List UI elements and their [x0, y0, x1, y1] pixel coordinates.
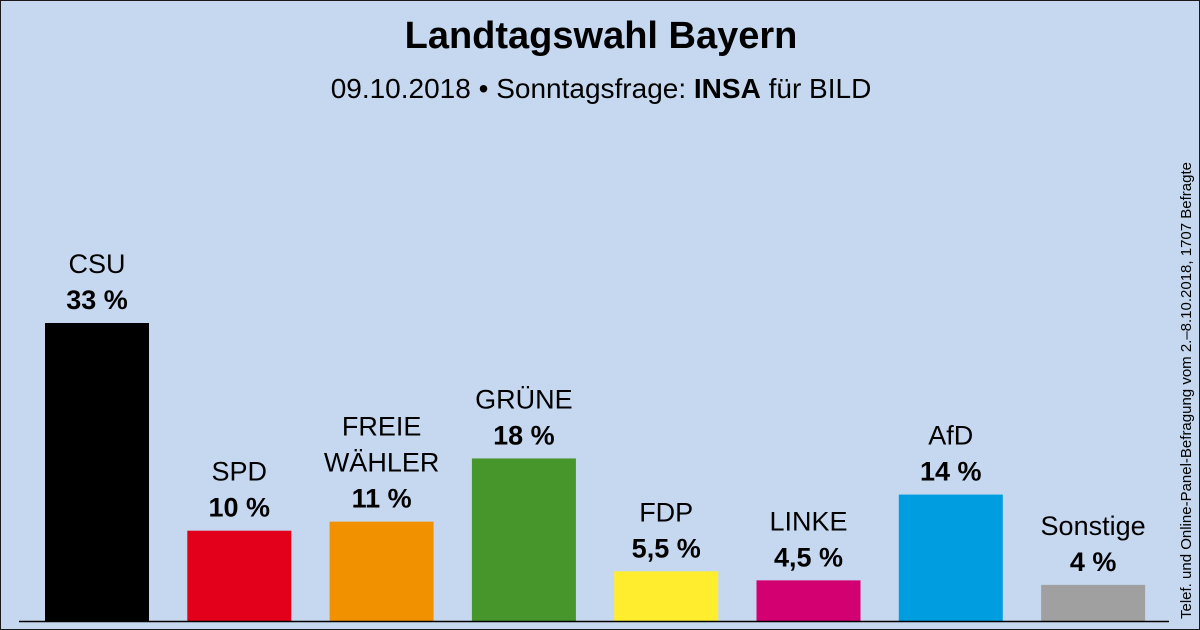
value-label-fdp: 5,5 % — [632, 533, 701, 563]
category-label-linke: LINKE — [769, 506, 847, 536]
value-label-afd: 14 % — [920, 457, 982, 487]
chart-subtitle: 09.10.2018 • Sonntagsfrage: INSA für BIL… — [1, 73, 1199, 105]
category-label-grüne: GRÜNE — [475, 384, 573, 414]
poll-client: für BILD — [768, 73, 872, 104]
value-label-sonstige: 4 % — [1070, 547, 1117, 577]
category-label-sonstige: Sonstige — [1041, 511, 1146, 541]
bar-afd — [898, 494, 1003, 621]
value-label-spd: 10 % — [209, 493, 271, 523]
poll-institute: INSA — [693, 73, 761, 104]
bar-spd — [187, 530, 292, 621]
value-label-linke: 4,5 % — [774, 542, 843, 572]
category-label-freie-wähler: FREIE — [342, 412, 422, 442]
subtitle-separator: • — [478, 73, 489, 104]
bar-csu — [45, 323, 149, 621]
category-label-spd: SPD — [212, 457, 268, 487]
value-label-grüne: 18 % — [493, 420, 555, 450]
category-label-freie-wähler: WÄHLER — [324, 448, 440, 478]
bar-sonstige — [1041, 584, 1146, 621]
category-label-csu: CSU — [68, 249, 125, 279]
value-label-csu: 33 % — [66, 285, 128, 315]
bar-grüne — [471, 458, 576, 621]
category-label-fdp: FDP — [639, 497, 693, 527]
value-label-freie-wähler: 11 % — [352, 484, 412, 514]
bar-linke — [756, 580, 861, 621]
chart-title: Landtagswahl Bayern — [404, 15, 798, 57]
bar-freie-wähler — [329, 521, 434, 621]
poll-type: Sonntagsfrage: — [496, 73, 687, 104]
category-label-afd: AfD — [928, 421, 973, 451]
bar-fdp — [614, 571, 719, 621]
poll-date: 09.10.2018 — [330, 73, 471, 104]
